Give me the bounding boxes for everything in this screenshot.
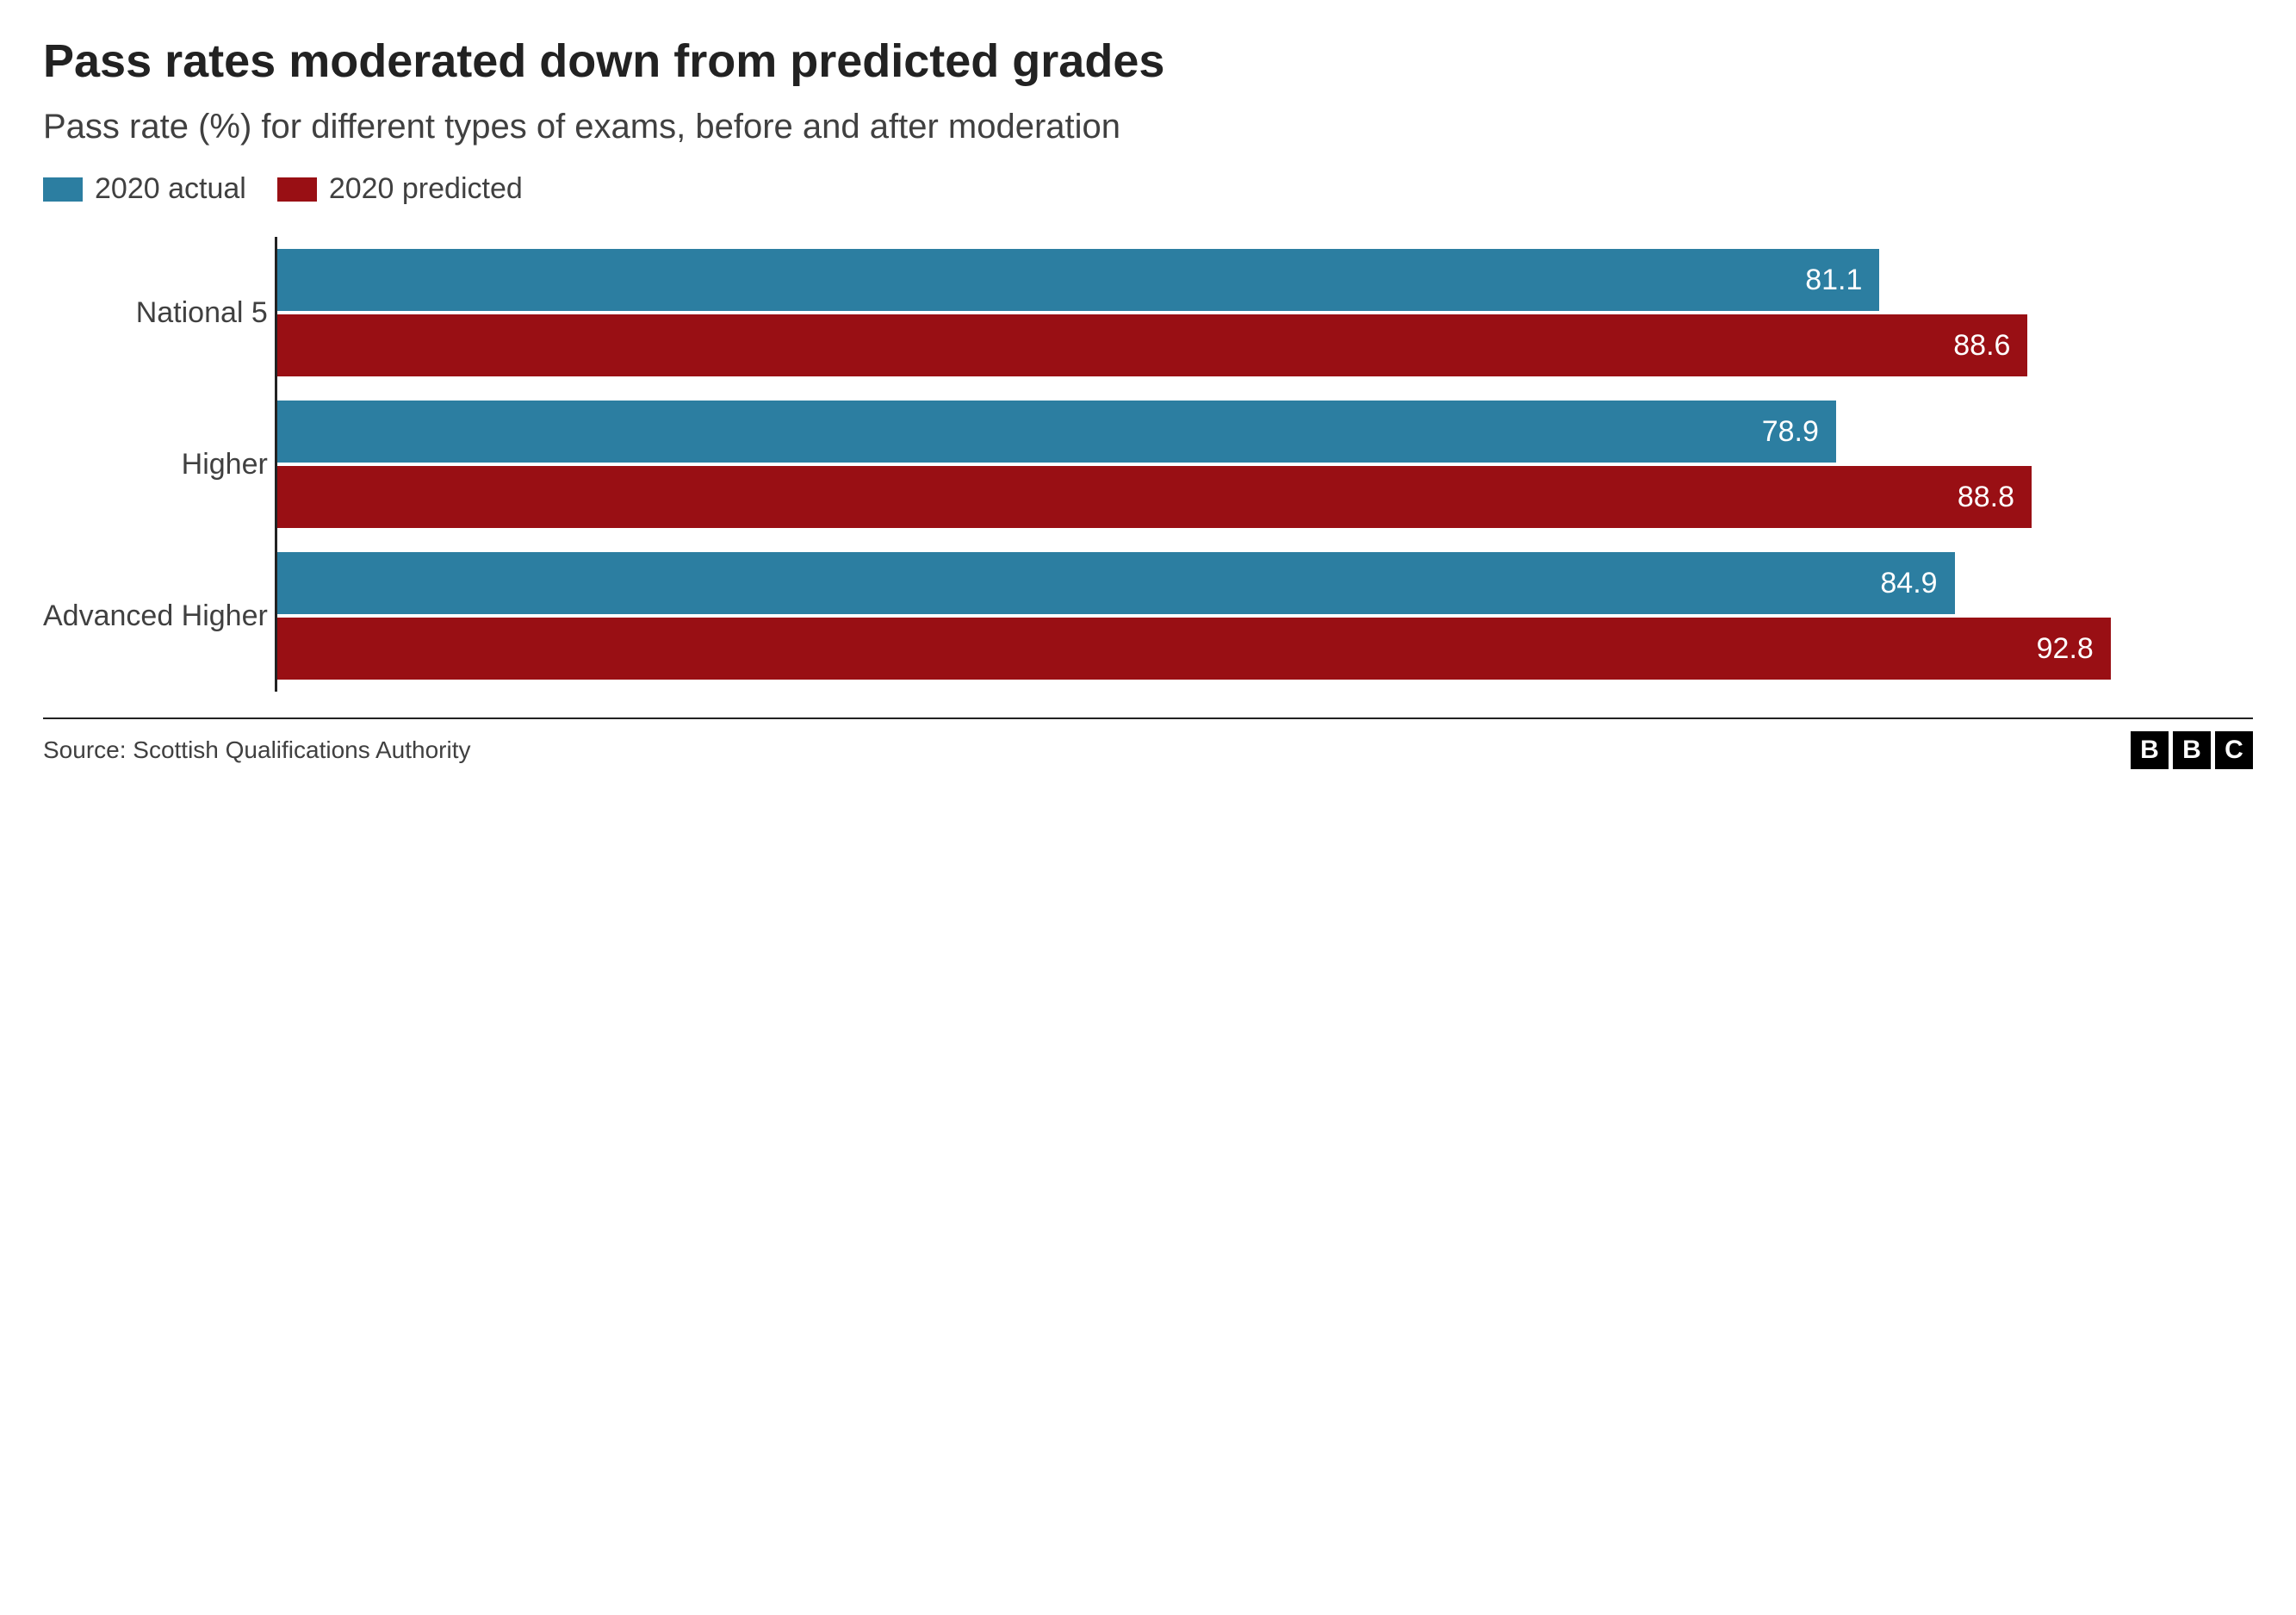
bar-group: 78.9 88.8 [277,388,2253,540]
legend-label: 2020 predicted [329,172,523,206]
bar-group: 81.1 88.6 [277,237,2253,388]
bar: 81.1 [277,249,1880,311]
bar: 88.8 [277,466,2032,528]
bar-value-label: 88.8 [1958,481,2014,514]
bar-row: 88.8 [277,466,2253,528]
bar-row: 81.1 [277,249,2253,311]
legend-item: 2020 predicted [277,172,523,206]
legend-label: 2020 actual [95,172,246,206]
bar-group: 84.9 92.8 [277,540,2253,692]
bar: 92.8 [277,618,2111,680]
bar-value-label: 78.9 [1762,415,1819,449]
legend-swatch [277,177,317,202]
bar-value-label: 81.1 [1805,264,1862,297]
bbc-logo-box: B [2173,731,2211,769]
legend-swatch [43,177,83,202]
bar-row: 84.9 [277,552,2253,614]
bar: 78.9 [277,401,1836,463]
bar-row: 88.6 [277,314,2253,376]
plot-area: 81.1 88.6 78.9 88.8 84.9 92.8 [275,237,2253,692]
bar-value-label: 88.6 [1953,329,2010,363]
bbc-logo-box: B [2131,731,2169,769]
bbc-logo-box: C [2215,731,2253,769]
bar-chart: National 5HigherAdvanced Higher 81.1 88.6… [43,237,2253,692]
legend: 2020 actual 2020 predicted [43,172,2253,206]
chart-subtitle: Pass rate (%) for different types of exa… [43,105,2253,148]
bbc-logo: BBC [2131,731,2253,769]
chart-footer: Source: Scottish Qualifications Authorit… [43,717,2253,769]
source-text: Source: Scottish Qualifications Authorit… [43,736,470,764]
bar-value-label: 84.9 [1880,567,1937,600]
legend-item: 2020 actual [43,172,246,206]
bar: 84.9 [277,552,1955,614]
category-label: Advanced Higher [43,540,268,692]
bar-row: 92.8 [277,618,2253,680]
category-label: National 5 [43,237,268,388]
chart-title: Pass rates moderated down from predicted… [43,34,2253,88]
category-label: Higher [43,388,268,540]
bar-value-label: 92.8 [2037,632,2094,666]
y-axis-labels: National 5HigherAdvanced Higher [43,237,275,692]
bar: 88.6 [277,314,2028,376]
bar-row: 78.9 [277,401,2253,463]
